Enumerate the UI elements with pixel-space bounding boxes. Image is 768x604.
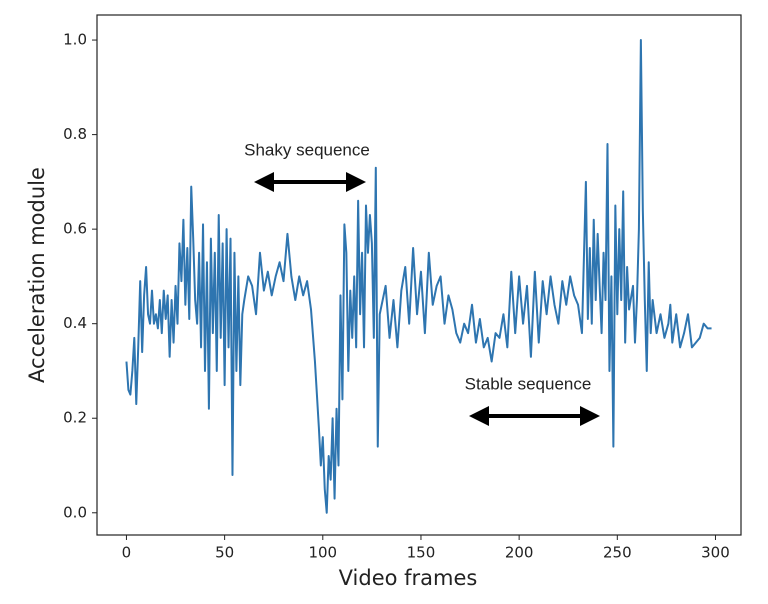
x-tick-label: 200 [505,544,534,562]
y-tick-label: 0.2 [63,409,87,427]
x-tick-label: 0 [122,544,132,562]
y-tick-label: 1.0 [63,31,87,49]
y-tick-label: 0.6 [63,220,87,238]
y-tick-label: 0.0 [63,503,87,521]
x-axis-label: Video frames [339,566,478,590]
y-tick-label: 0.4 [63,314,87,332]
plot-frame [96,14,742,536]
annotation: Stable sequence [465,374,592,393]
x-tick-label: 100 [308,544,337,562]
annotation: Shaky sequence [244,140,370,159]
x-tick-label: 300 [701,544,730,562]
line [125,39,712,514]
x-tick-label: 50 [215,544,234,562]
x-tick-label: 150 [407,544,436,562]
y-axis-label: Acceleration module [25,167,49,383]
x-tick-label: 250 [603,544,632,562]
y-tick-label: 0.8 [63,125,87,143]
